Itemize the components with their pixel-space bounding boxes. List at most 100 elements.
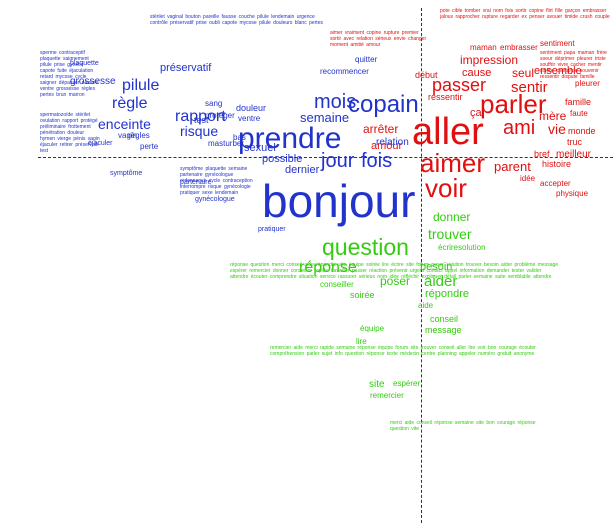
word-parler: parler — [480, 89, 547, 119]
word-impression: impression — [460, 53, 519, 67]
filler-green-bottom: merci aide conseil réponse semaine site … — [390, 420, 536, 432]
word-parent: parent — [494, 159, 531, 174]
word-copain: copain — [348, 91, 419, 118]
word-quitter: quitter — [355, 55, 378, 64]
word-dernier: dernier — [285, 164, 320, 176]
word-ensemble: ensemble — [534, 65, 582, 77]
word-meilleur: meilleur — [556, 149, 592, 160]
word-proteger: protéger — [205, 111, 235, 120]
word-regle: règle — [112, 95, 148, 112]
word-bonjour: bonjour — [262, 175, 416, 227]
filler-blue-left: sperme contraceptif plaquette saignement… — [40, 50, 99, 98]
word-lire: lire — [356, 337, 367, 346]
word-mere: mère — [539, 109, 567, 123]
word-passer: passer — [432, 75, 487, 95]
word-pleurer: pleurer — [575, 79, 600, 88]
filler-blue-top: stérilet vaginal bouton pareille fausse … — [150, 14, 323, 26]
word-besoin: besoin — [420, 261, 453, 273]
word-sentiment: sentiment — [540, 39, 575, 48]
word-prendre: prendre — [238, 122, 342, 155]
word-physique: physique — [556, 189, 589, 198]
word-ejaculer: éjaculer — [88, 140, 113, 147]
word-aller: aller — [412, 111, 484, 153]
vertical-axis-line — [421, 8, 422, 523]
word-grossesse: grossesse — [70, 76, 116, 87]
word-remercier: remercier — [370, 391, 404, 400]
word-soiree: soirée — [350, 290, 375, 300]
word-jour: jour — [321, 150, 355, 172]
word-question: question — [322, 234, 409, 260]
word-recommencer: recommencer — [320, 67, 369, 76]
word-site: site — [369, 379, 385, 390]
word-amour: amour — [371, 140, 403, 152]
word-regles: règles — [128, 131, 150, 140]
word-ecrire: écrire — [438, 243, 459, 252]
word-bref: bref — [534, 149, 550, 159]
word-donner: donner — [433, 210, 471, 224]
word-perte: perte — [140, 142, 159, 151]
word-ideal: idée — [520, 174, 536, 183]
word-possible: possible — [262, 153, 303, 165]
filler-red-mid: aimer vraiment copine rupture premier so… — [330, 30, 427, 48]
word-enceinte: enceinte — [98, 116, 151, 132]
word-preservatif: préservatif — [160, 62, 212, 74]
word-ami: ami — [503, 117, 536, 139]
word-ca: ça — [470, 107, 482, 119]
word-plaquette: plaquette — [70, 60, 99, 67]
word-sentir: sentir — [511, 79, 548, 96]
word-semaine: semaine — [300, 110, 350, 125]
word-risque: risque — [180, 123, 219, 139]
word-bas: bas — [233, 133, 246, 142]
word-debut: début — [415, 70, 438, 80]
word-maman: maman — [470, 43, 497, 52]
word-solution: solution — [458, 243, 486, 252]
word-repondre: répondre — [425, 288, 470, 300]
word-esperer: espérer — [393, 379, 421, 388]
word-trouver: trouver — [428, 226, 472, 242]
word-relation: relation — [376, 137, 409, 148]
word-douleur: douleur — [236, 103, 267, 113]
word-aimer: aimer — [420, 148, 486, 178]
word-truc: truc — [567, 137, 583, 147]
word-famille: famille — [565, 97, 592, 107]
word-conseiller: conseiller — [320, 280, 354, 289]
word-equipe: équipe — [360, 324, 385, 333]
word-seul: seul — [512, 66, 535, 80]
word-faute: faute — [570, 109, 588, 118]
word-vagin: vagin — [118, 131, 138, 140]
filler-green-low: remercier aide merci rapide semaine répo… — [270, 345, 536, 357]
word-test: test — [194, 115, 209, 125]
word-masturber: masturber — [208, 139, 245, 148]
word-ventre: ventre — [238, 114, 261, 123]
word-reponse: réponse — [299, 259, 357, 276]
word-aider: aider — [424, 273, 458, 290]
filler-green-main: réponse question merci conseil aide répo… — [230, 262, 559, 280]
word-symptome: symptôme — [110, 170, 143, 177]
word-arreter: arrêter — [363, 122, 399, 136]
word-rapport: rapport — [175, 108, 226, 125]
word-pratiquer: pratiquer — [258, 226, 286, 233]
word-cause: cause — [462, 67, 492, 79]
word-ressentir: ressentir — [428, 92, 463, 102]
word-sexuel: sexuel — [244, 142, 276, 154]
word-monde: monde — [568, 126, 596, 136]
filler-blue-bottom: symptôme plaquette semaine partenaire gy… — [180, 166, 253, 196]
word-histoire: histoire — [542, 159, 572, 169]
filler-red-top: pote cible tomber vrai nom fois sortir c… — [440, 8, 610, 20]
word-vie: vie — [548, 121, 566, 137]
word-poser: poser — [380, 274, 411, 288]
word-conseil: conseil — [430, 314, 459, 324]
word-gynecologue: gynécologue — [195, 196, 235, 203]
word-sang: sang — [205, 99, 223, 108]
word-pilule: pilule — [122, 77, 160, 94]
word-embrasser: embrasser — [500, 43, 538, 52]
word-voir: voir — [425, 173, 467, 203]
word-message: message — [425, 325, 462, 335]
word-partenaire: partenaire — [180, 179, 212, 186]
word-mois: mois — [314, 91, 357, 113]
horizontal-axis-line — [38, 157, 613, 158]
word-aide: aide — [418, 301, 434, 310]
word-fois: fois — [361, 150, 393, 172]
filler-blue-mid: spermatozoïde stérilet ovulation rapport… — [40, 112, 100, 154]
